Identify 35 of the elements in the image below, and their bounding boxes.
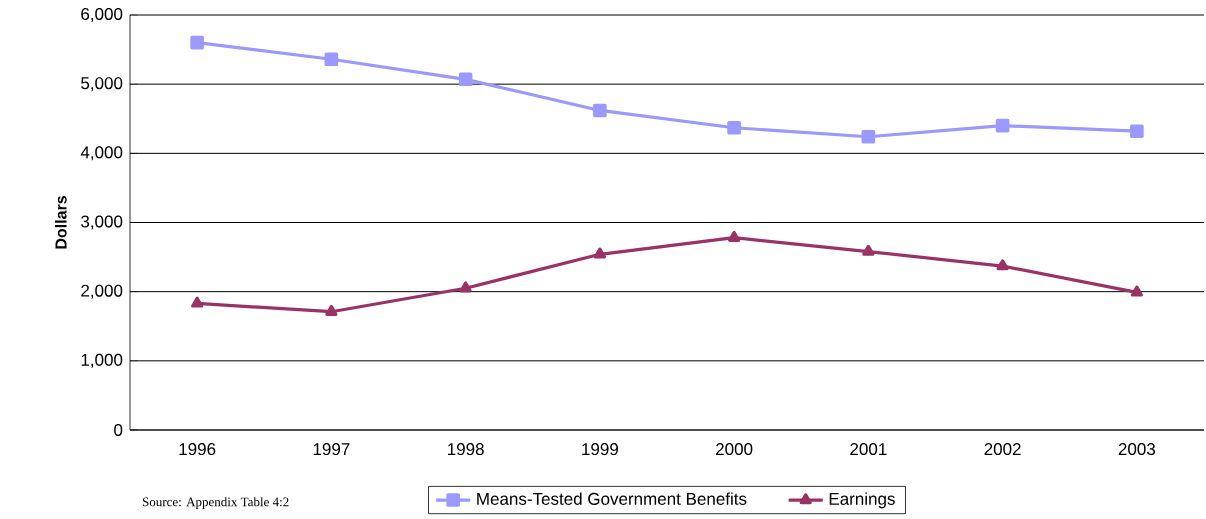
point	[459, 281, 472, 293]
point	[861, 129, 876, 144]
point	[593, 103, 607, 118]
x-tick-label: 2000	[716, 443, 753, 456]
y-tick-label: 2,000	[81, 284, 123, 299]
point	[1130, 124, 1144, 138]
y-tick-label: 1,000	[81, 353, 123, 368]
point	[1130, 285, 1143, 297]
x-tick-label: 1997	[313, 443, 350, 456]
x-tick-label: 1999	[582, 443, 618, 456]
y-tick-label: 6,000	[81, 7, 123, 23]
point	[995, 118, 1010, 133]
point	[458, 72, 473, 87]
point	[324, 52, 339, 67]
point	[593, 247, 606, 259]
y-tick-label: 4,000	[80, 146, 123, 161]
y-axis-title: Dollars	[54, 196, 67, 249]
source-note: Source: Appendix Table 4:2	[142, 497, 289, 509]
x-tick-label: 1996	[179, 443, 216, 456]
point	[862, 244, 875, 256]
point	[727, 120, 741, 135]
point	[325, 304, 338, 316]
legend-label: Earnings	[829, 492, 895, 509]
x-tick-label: 1998	[448, 443, 484, 456]
y-tick-label: 0	[114, 423, 123, 436]
y-tick-label: 3,000	[81, 215, 123, 230]
x-tick-label: 2001	[850, 443, 887, 456]
x-tick-label: 2003	[1118, 443, 1156, 456]
point	[190, 35, 204, 50]
point	[191, 296, 204, 308]
legend-label: Means-Tested Government Benefits	[477, 492, 747, 505]
x-tick-label: 2002	[984, 443, 1021, 456]
point	[996, 259, 1009, 271]
y-tick-label: 5,000	[81, 77, 123, 92]
point	[728, 230, 741, 242]
